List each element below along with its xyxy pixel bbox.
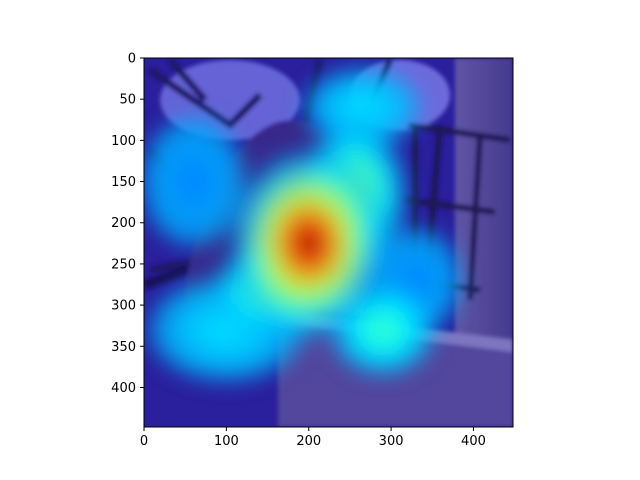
y-tick-label: 0 xyxy=(128,52,136,67)
y-tick-label: 300 xyxy=(111,299,136,314)
activation-hotspots xyxy=(144,67,462,383)
hotspot-ring xyxy=(185,172,201,191)
hotspot-ring xyxy=(375,323,391,337)
y-tick-label: 100 xyxy=(111,134,136,149)
y-tick-label: 200 xyxy=(111,216,136,231)
y-tick-label: 250 xyxy=(111,257,136,272)
y-tick-label: 400 xyxy=(111,381,136,396)
y-tick-label: 150 xyxy=(111,175,136,190)
x-axis: 0 100 200 300 400 xyxy=(140,427,486,449)
hotspot-ring xyxy=(215,322,238,338)
y-tick-label: 50 xyxy=(119,93,136,108)
x-tick-label: 400 xyxy=(461,434,486,449)
hotspot-ring xyxy=(409,272,423,288)
x-tick-label: 0 xyxy=(140,434,148,449)
x-tick-label: 100 xyxy=(214,434,239,449)
y-tick-label: 350 xyxy=(111,340,136,355)
axes-frame xyxy=(143,57,514,428)
y-axis: 0 50 100 150 200 250 300 350 400 xyxy=(111,52,144,396)
hotspot-ring xyxy=(297,230,320,257)
hotspot-ring xyxy=(353,101,371,114)
x-tick-label: 200 xyxy=(296,434,321,449)
x-tick-label: 300 xyxy=(379,434,404,449)
plot-area xyxy=(144,58,513,427)
